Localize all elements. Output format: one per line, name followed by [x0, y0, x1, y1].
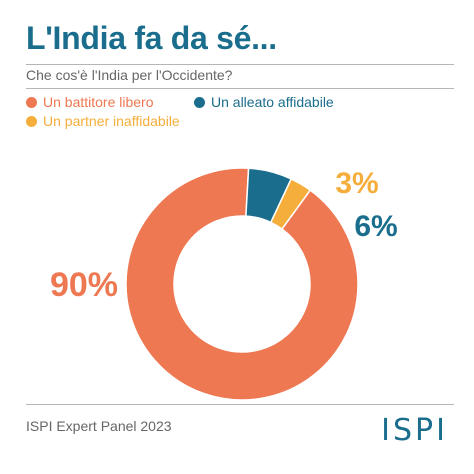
legend-dot-battitore-libero — [26, 96, 37, 108]
chart-subtitle: Che cos'è l'India per l'Occidente? — [26, 67, 233, 83]
chart-title: L'India fa da sé... — [26, 20, 277, 56]
legend-item-alleato-affidabile: Un alleato affidabile — [194, 94, 334, 110]
divider-bottom — [26, 404, 454, 405]
legend-dot-alleato-affidabile — [194, 96, 205, 108]
donut-slice-battitore-libero — [125, 167, 359, 401]
divider-mid — [26, 88, 454, 89]
ispi-logo: ISPI — [381, 413, 448, 448]
donut-value-labels: 90% 6% 3% — [50, 167, 398, 304]
legend-item-battitore-libero: Un battitore libero — [26, 94, 154, 110]
legend-label-partner-inaffidabile: Un partner inaffidabile — [43, 113, 180, 129]
value-label-battitore-libero: 90% — [50, 266, 118, 304]
source-note: ISPI Expert Panel 2023 — [26, 418, 172, 434]
donut-slices — [125, 167, 359, 401]
legend-item-partner-inaffidabile: Un partner inaffidabile — [26, 113, 180, 129]
value-label-partner-inaffidabile: 3% — [335, 167, 378, 200]
value-label-alleato-affidabile: 6% — [354, 210, 397, 243]
legend-label-battitore-libero: Un battitore libero — [43, 94, 154, 110]
donut-slice-partner-inaffidabile — [269, 177, 312, 231]
legend-dot-partner-inaffidabile — [26, 115, 37, 127]
divider-top — [26, 64, 454, 65]
legend-label-alleato-affidabile: Un alleato affidabile — [211, 94, 334, 110]
